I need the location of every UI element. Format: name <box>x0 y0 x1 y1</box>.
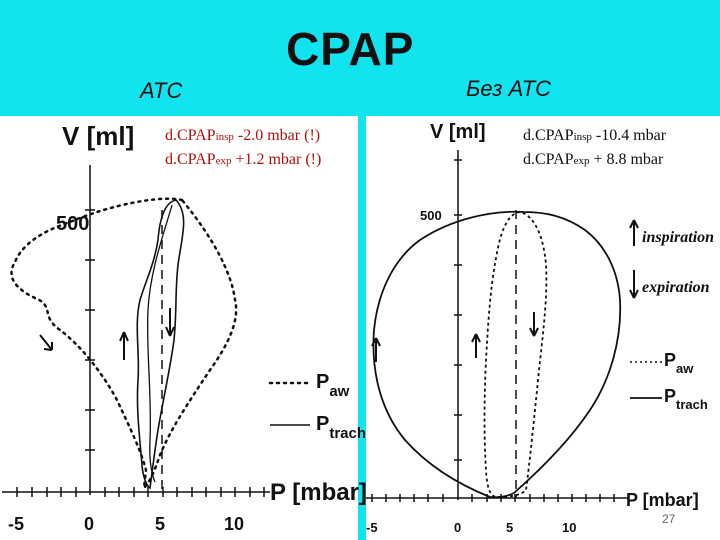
left-x-tick-10: 10 <box>224 514 244 534</box>
right-x-tick-10: 10 <box>562 520 576 535</box>
left-paw-loop <box>10 197 238 492</box>
right-legend-paw-main: P <box>664 350 676 370</box>
expiration-arrow-icon <box>629 270 639 299</box>
left-arrow-down-icon <box>39 334 53 351</box>
left-ptrach-loop <box>136 199 185 490</box>
left-arrow-up-icon <box>119 331 129 360</box>
right-x-tick-5: 5 <box>506 520 513 535</box>
right-arrow-up-2-icon <box>471 333 481 358</box>
left-x-ticks <box>16 209 265 497</box>
left-exp-note: d.CPAPexp +1.2 mbar (!) <box>165 150 321 171</box>
left-insp-note: d.CPAPinsp -2.0 mbar (!) <box>165 126 320 147</box>
expiration-label: expiration <box>642 279 710 296</box>
right-x-label: P [mbar] <box>626 490 699 510</box>
right-exp-sub: exp <box>573 155 590 167</box>
right-diagram: inspiration expiration Paw Ptrach V [ml]… <box>366 121 714 535</box>
left-ptrach-inner <box>146 204 173 483</box>
right-exp-prefix: d.CPAP <box>523 151 574 168</box>
left-legend-paw: Paw <box>316 371 350 400</box>
right-legend-ptrach-main: P <box>664 386 676 406</box>
left-y-tick-500: 500 <box>56 213 89 235</box>
right-insp-prefix: d.CPAP <box>523 127 574 144</box>
right-x-tick-neg5: -5 <box>366 520 378 535</box>
inspiration-arrow-icon <box>629 219 639 246</box>
slide-title: CPAP <box>286 23 415 75</box>
left-x-tick-5: 5 <box>155 514 165 534</box>
right-exp-note: d.CPAPexp + 8.8 mbar <box>523 150 663 171</box>
left-panel <box>0 116 358 540</box>
right-legend-paw-sub: aw <box>676 361 694 376</box>
left-arrow-down-2-icon <box>165 308 175 337</box>
right-exp-value: + 8.8 mbar <box>589 151 664 168</box>
left-legend-ptrach-main: P <box>316 413 329 435</box>
left-y-label: V [ml] <box>62 121 134 151</box>
right-insp-value: -10.4 mbar <box>591 127 667 144</box>
right-y-label: V [ml] <box>430 121 486 143</box>
right-x-ticks <box>371 159 615 502</box>
right-y-tick-500: 500 <box>420 208 442 223</box>
right-legend-paw: Paw <box>664 350 694 376</box>
atc-label: ATC <box>140 78 183 103</box>
left-insp-sub: insp <box>215 131 234 143</box>
left-legend-ptrach-sub: trach <box>329 425 366 442</box>
inspiration-label: inspiration <box>642 229 714 246</box>
right-legend-ptrach-sub: trach <box>676 397 708 412</box>
right-x-tick-0: 0 <box>454 520 461 535</box>
right-arrow-down-icon <box>529 312 539 337</box>
right-insp-note: d.CPAPinsp -10.4 mbar <box>523 126 666 147</box>
right-insp-sub: insp <box>573 131 592 143</box>
right-legend-ptrach: Ptrach <box>664 386 708 412</box>
without-atc-label: Без ATC <box>466 76 552 101</box>
right-arrow-up-icon <box>371 337 381 362</box>
left-legend-ptrach: Ptrach <box>316 413 366 442</box>
page-number: 27 <box>662 512 676 526</box>
left-legend-paw-main: P <box>316 371 329 393</box>
left-exp-value: +1.2 mbar (!) <box>231 151 322 168</box>
left-exp-sub: exp <box>215 155 232 167</box>
left-diagram: V [ml] P [mbar] 500 -5 0 5 10 Paw Ptrach <box>2 121 367 534</box>
left-exp-prefix: d.CPAP <box>165 151 216 168</box>
left-x-label: P [mbar] <box>270 479 367 506</box>
left-insp-value: -2.0 mbar (!) <box>233 127 321 144</box>
left-legend-paw-sub: aw <box>329 383 349 400</box>
left-x-tick-0: 0 <box>84 514 94 534</box>
right-ptrach-loop <box>372 210 622 499</box>
left-insp-prefix: d.CPAP <box>165 127 216 144</box>
left-x-tick-neg5: -5 <box>8 514 24 534</box>
